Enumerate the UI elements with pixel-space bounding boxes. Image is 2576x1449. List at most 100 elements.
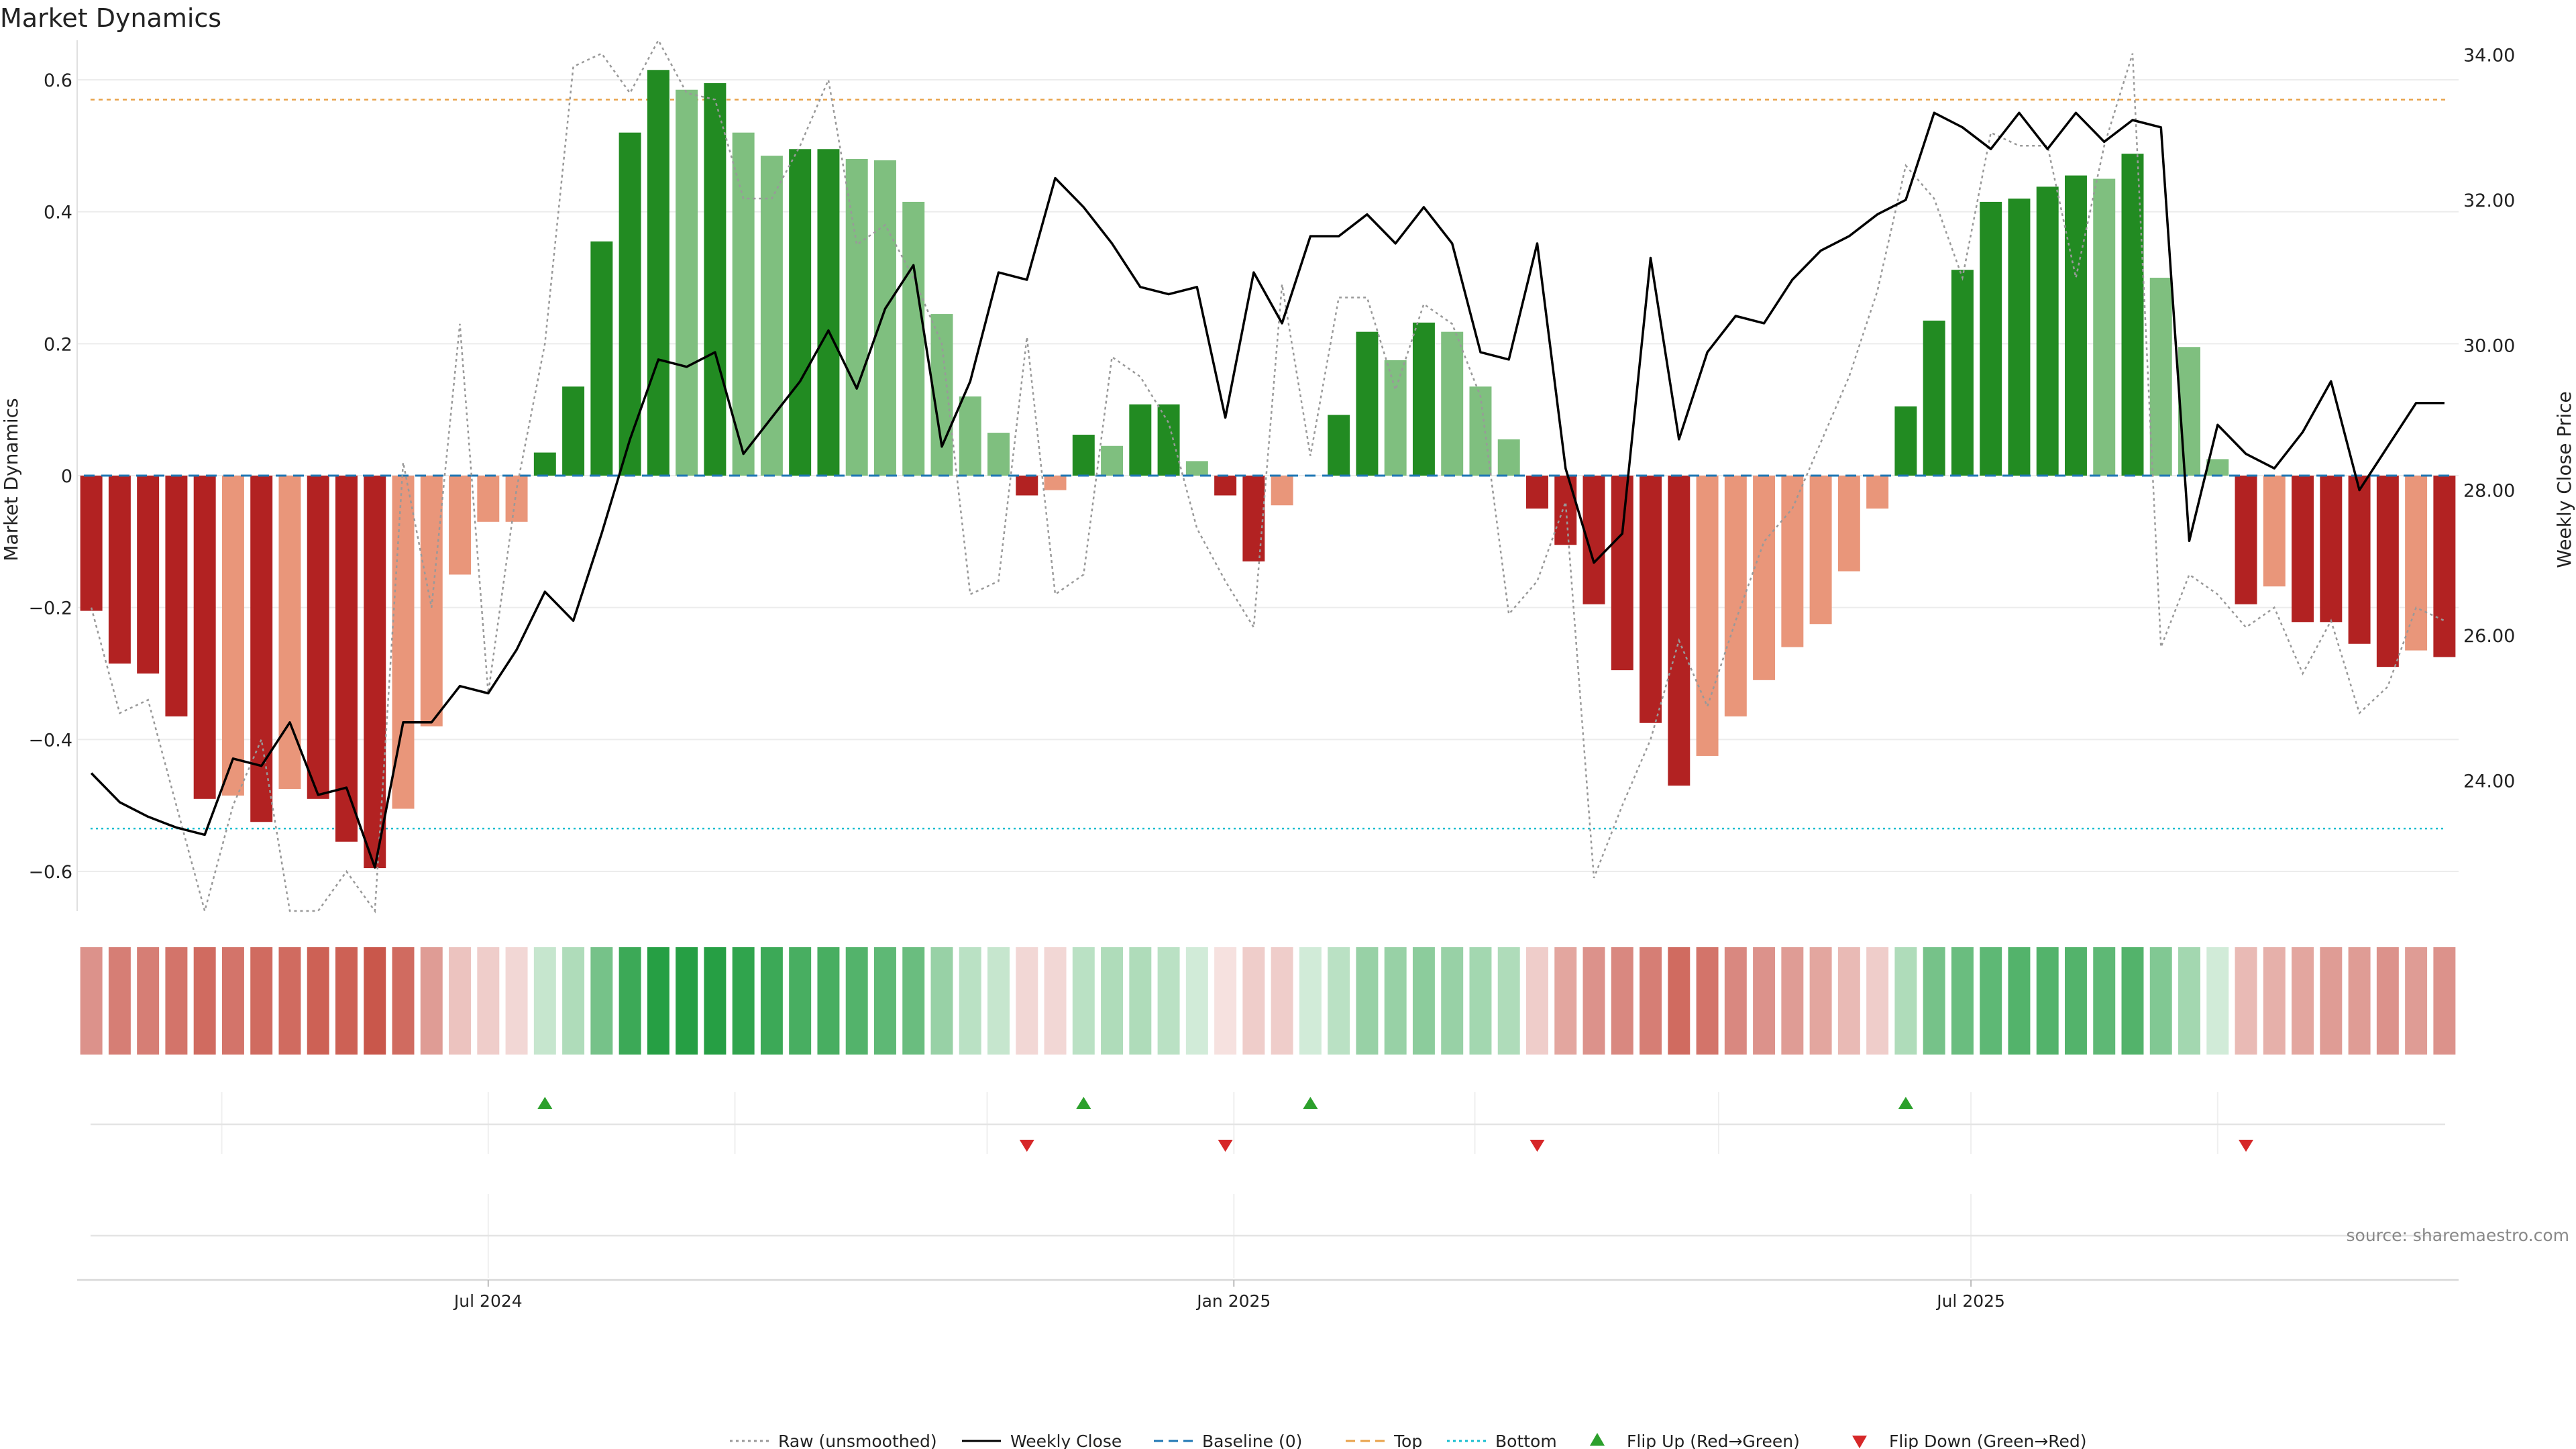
timeline-cell (789, 947, 812, 1055)
dynamics-bar (533, 452, 556, 476)
timeline-cell (2263, 947, 2286, 1055)
legend-label: Flip Up (Red→Green) (1627, 1432, 1800, 1449)
x-tick-label: Jul 2024 (453, 1291, 523, 1311)
raw-series-line (90, 38, 2445, 914)
timeline-cell (1781, 947, 1804, 1055)
dynamics-bar (1640, 476, 1662, 723)
dynamics-bar (1242, 476, 1265, 561)
timeline-cell (1837, 947, 1860, 1055)
timeline-cell (505, 947, 528, 1055)
timeline-cell (1384, 947, 1407, 1055)
timeline-cell (1101, 947, 1124, 1055)
dynamics-bar (1866, 476, 1889, 509)
timeline-cell (449, 947, 472, 1055)
dynamics-bar (1894, 406, 1917, 476)
legend-item: Raw (unsmoothed) (730, 1432, 937, 1449)
flip-down-marker (1218, 1140, 1233, 1152)
timeline-cell (1696, 947, 1719, 1055)
timeline-cell (1214, 947, 1237, 1055)
dynamics-bar (1412, 322, 1435, 476)
dynamics-bar (1384, 360, 1407, 476)
dynamics-bar (2292, 476, 2314, 623)
dynamics-bar (449, 476, 472, 575)
legend-label: Baseline (0) (1202, 1432, 1302, 1449)
legend-label: Weekly Close (1010, 1432, 1122, 1449)
dynamics-bar (2178, 347, 2200, 476)
dynamics-bar (647, 70, 669, 476)
dynamics-bar (1441, 331, 1464, 476)
dynamics-bar (335, 476, 358, 842)
left-y-axis: −0.6 −0.4 −0.2 0 0.2 0.4 0.6 (28, 40, 78, 911)
dynamics-bar (959, 396, 981, 476)
legend-item: Weekly Close (962, 1432, 1122, 1449)
legend-label: Raw (unsmoothed) (778, 1432, 937, 1449)
timeline-cell (1951, 947, 1974, 1055)
timeline-cell (619, 947, 641, 1055)
dynamics-bar (1072, 435, 1095, 476)
raw-unsmoothed-line (90, 38, 2445, 914)
timeline-cell (1356, 947, 1379, 1055)
dynamics-bar (2433, 476, 2456, 657)
flip-up-marker (1898, 1097, 1913, 1109)
timeline-cell (278, 947, 301, 1055)
empty-bottom-panel (91, 1194, 2445, 1278)
timeline-cell (562, 947, 585, 1055)
right-y-axis: 24.00 26.00 28.00 30.00 32.00 34.00 (2463, 46, 2515, 792)
dynamics-bar (1129, 404, 1152, 476)
dynamics-bar (1497, 439, 1520, 476)
dynamics-bar (1753, 476, 1776, 680)
timeline-cell (1129, 947, 1152, 1055)
dynamics-bar (307, 476, 329, 799)
timeline-cell (221, 947, 244, 1055)
flip-up-marker (537, 1097, 553, 1109)
dynamics-bar (1837, 476, 1860, 572)
dynamics-bar (2348, 476, 2371, 644)
timeline-cell (1441, 947, 1464, 1055)
dynamics-bar (2206, 459, 2229, 476)
legend-swatch-flip-up (1590, 1433, 1605, 1446)
timeline-cell (1497, 947, 1520, 1055)
legend-item: Baseline (0) (1154, 1432, 1302, 1449)
timeline-cell (1157, 947, 1180, 1055)
dynamics-bar (1016, 476, 1038, 496)
y2-tick-label: 32.00 (2463, 191, 2515, 211)
timeline-cell (335, 947, 358, 1055)
timeline-cell (137, 947, 160, 1055)
timeline-cell (873, 947, 896, 1055)
dynamics-bar (1611, 476, 1633, 671)
legend-item: Flip Down (Green→Red) (1852, 1432, 2087, 1449)
dynamics-bar (165, 476, 188, 716)
dynamics-bar (817, 149, 840, 476)
timeline-cell (2235, 947, 2257, 1055)
dynamics-bar (2008, 199, 2031, 476)
dynamics-bar (1668, 476, 1690, 786)
flip-down-marker (2239, 1140, 2254, 1152)
dynamics-bar (2064, 175, 2087, 476)
dynamics-bar (2149, 278, 2172, 476)
dynamics-bar (902, 201, 925, 476)
timeline-cell (307, 947, 329, 1055)
dynamics-bar (278, 476, 301, 790)
dynamics-bar (676, 89, 698, 476)
y-tick-label: 0.6 (44, 70, 72, 91)
timeline-cell (902, 947, 925, 1055)
dynamics-bar (2376, 476, 2399, 667)
timeline-cell (1185, 947, 1208, 1055)
timeline-cell (1328, 947, 1350, 1055)
timeline-cell (1668, 947, 1690, 1055)
timeline-cell (2093, 947, 2116, 1055)
timeline-cell (533, 947, 556, 1055)
timeline-cell (732, 947, 755, 1055)
legend-label: Top (1393, 1432, 1422, 1449)
timeline-cell (1072, 947, 1095, 1055)
dynamics-bar (193, 476, 216, 799)
legend-item: Flip Up (Red→Green) (1590, 1432, 1800, 1449)
timeline-cell (987, 947, 1010, 1055)
timeline-cell (1242, 947, 1265, 1055)
timeline-cell (108, 947, 131, 1055)
dynamics-bar (2235, 476, 2257, 604)
dynamics-bar (2093, 178, 2116, 476)
dynamics-bar (1328, 415, 1350, 476)
flip-up-marker (1076, 1097, 1091, 1109)
dynamics-bar (1781, 476, 1804, 647)
